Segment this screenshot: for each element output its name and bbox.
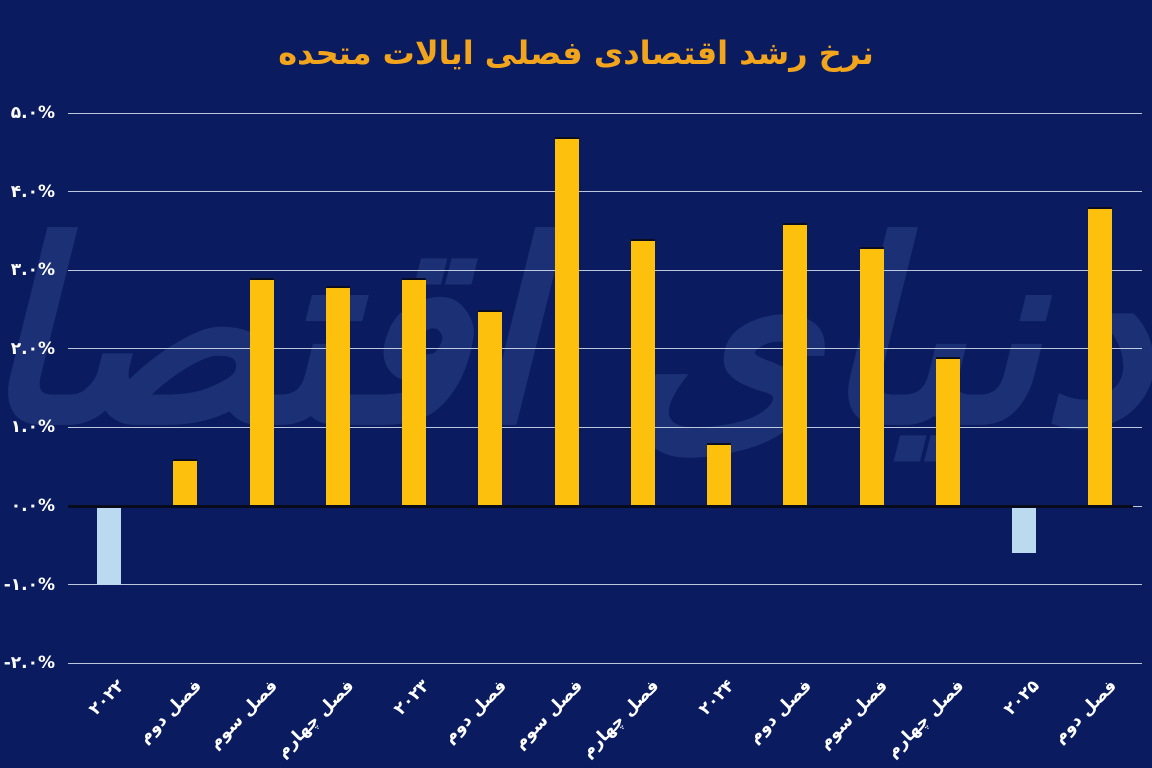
y-tick-label: ۱.۰% (10, 417, 55, 438)
x-tick-label: فصل چهارم (882, 676, 968, 762)
x-tick-label: فصل چهارم (577, 676, 663, 762)
gridline (68, 269, 1142, 271)
x-tick-label: فصل دوم (744, 676, 816, 748)
bar (859, 246, 884, 506)
bar (707, 443, 731, 506)
bar (630, 238, 655, 506)
y-tick-label: -۲.۰% (3, 653, 55, 674)
zero-axis-line (68, 505, 1133, 508)
gridline (68, 191, 1142, 193)
y-tick-label: ۵.۰% (10, 103, 55, 124)
bar (1088, 207, 1113, 506)
x-tick-label: ۲۰۲۵ (1000, 676, 1045, 720)
bar (935, 356, 960, 506)
bar (97, 506, 121, 585)
bar (402, 278, 426, 506)
bar (249, 278, 274, 506)
bar (478, 309, 503, 506)
gridline (68, 348, 1142, 350)
x-tick-label: ۲۰۲۳ (390, 676, 435, 720)
x-tick-label: فصل دوم (439, 676, 511, 748)
bar (1012, 506, 1036, 554)
y-tick-label: ۰.۰% (10, 496, 55, 516)
bar (783, 223, 808, 506)
y-tick-label: ۳.۰% (10, 260, 55, 281)
x-tick-label: فصل دوم (134, 676, 206, 748)
gridline (68, 426, 1142, 428)
x-tick-label: فصل سوم (814, 676, 892, 753)
bar (325, 286, 350, 506)
x-tick-label: ۲۰۲۲ (85, 676, 130, 720)
gridline (68, 112, 1142, 114)
x-tick-label: فصل چهارم (272, 676, 358, 762)
bar (554, 136, 579, 506)
x-tick-label: فصل سوم (204, 676, 282, 753)
bar (173, 458, 198, 506)
x-tick-label: فصل سوم (509, 676, 587, 753)
y-tick-label: -۱.۰% (3, 574, 55, 595)
gridline (68, 584, 1142, 586)
x-tick-label: ۲۰۲۴ (695, 676, 740, 720)
x-tick-label: فصل دوم (1049, 676, 1121, 748)
y-tick-label: ۴.۰% (10, 181, 55, 202)
y-tick-label: ۲.۰% (10, 338, 55, 359)
gridline (68, 662, 1142, 664)
chart-title: نرخ رشد اقتصادی فصلی ایالات متحده (278, 34, 874, 72)
